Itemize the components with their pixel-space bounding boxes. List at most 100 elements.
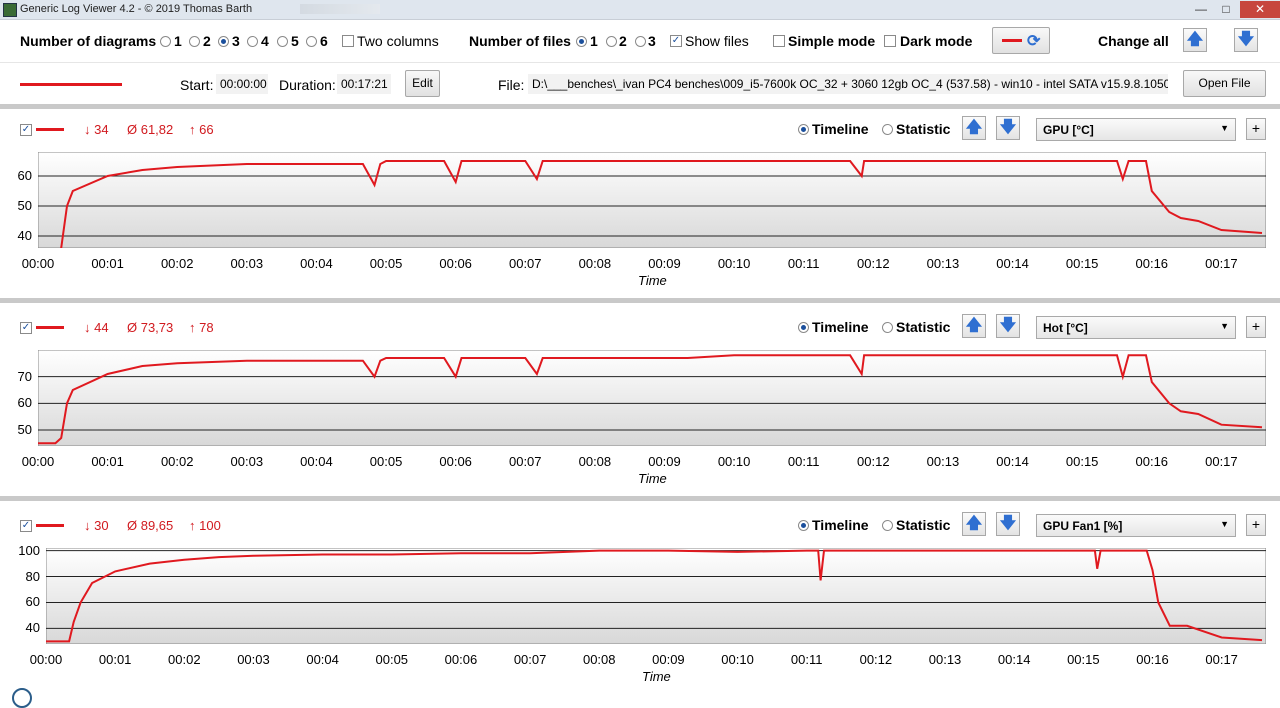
y-tick-label: 80 [25, 568, 40, 584]
move-down-button[interactable]: 🡇 [996, 512, 1020, 536]
line-chart[interactable] [38, 350, 1266, 446]
diagrams-radio-2[interactable] [189, 36, 200, 47]
files-radio-2[interactable] [606, 36, 617, 47]
x-tick-label: 00:13 [926, 454, 960, 469]
sensor-select[interactable]: GPU Fan1 [%] ▼ [1036, 514, 1236, 537]
add-sensor-button[interactable]: + [1246, 316, 1266, 338]
avg-value: Ø 73,73 [127, 320, 174, 335]
x-tick-label: 00:01 [91, 454, 124, 469]
statistic-radio[interactable] [882, 520, 893, 531]
diagrams-radio-1[interactable] [160, 36, 171, 47]
diagrams-option-1: 1 [174, 33, 182, 49]
series-color-swatch [36, 326, 64, 329]
x-tick-label: 00:12 [859, 652, 893, 667]
series-visible-checkbox[interactable]: ✓ [20, 322, 32, 334]
file-path-field[interactable]: D:\___benches\_ivan PC4 benches\009_i5-7… [528, 74, 1168, 94]
duration-field[interactable]: 00:17:21 [337, 74, 391, 94]
move-up-button[interactable]: 🡅 [962, 116, 986, 140]
minimize-button[interactable]: — [1195, 2, 1207, 16]
x-tick-label: 00:01 [91, 256, 124, 271]
show-files-checkbox[interactable]: ✓ [670, 35, 682, 47]
start-field[interactable]: 00:00:00 [216, 74, 268, 94]
two-columns-checkbox[interactable] [342, 35, 354, 47]
series-visible-checkbox[interactable]: ✓ [20, 520, 32, 532]
add-sensor-button[interactable]: + [1246, 118, 1266, 140]
x-tick-label: 00:04 [306, 652, 339, 667]
x-tick-label: 00:07 [508, 454, 542, 469]
move-down-button[interactable]: 🡇 [996, 116, 1020, 140]
chevron-down-icon: ▼ [1220, 123, 1229, 133]
blurred-tab [300, 4, 380, 14]
files-option-1: 1 [590, 33, 598, 49]
x-tick-label: 00:05 [369, 454, 403, 469]
x-tick-label: 00:16 [1135, 256, 1169, 271]
show-files-label: Show files [685, 33, 749, 49]
timeline-label: Timeline [812, 319, 869, 335]
line-chart[interactable] [46, 548, 1266, 644]
timeline-radio[interactable] [798, 520, 809, 531]
x-tick-label: 00:07 [513, 652, 547, 667]
x-axis-title: Time [642, 669, 671, 684]
change-all-label: Change all [1098, 33, 1169, 49]
simple-mode-label: Simple mode [788, 33, 876, 49]
x-tick-label: 00:07 [508, 256, 542, 271]
y-tick-label: 40 [25, 620, 40, 636]
simple-mode-checkbox[interactable] [773, 35, 785, 47]
diagram-panel-2: ✓ ↓ 44 Ø 73,73 ↑ 78 Timeline Statistic 🡅… [0, 308, 1280, 501]
maximize-button[interactable]: □ [1222, 2, 1230, 16]
y-tick-label: 100 [18, 542, 40, 558]
x-tick-label: 00:15 [1065, 256, 1099, 271]
x-tick-label: 00:05 [369, 256, 403, 271]
move-down-all-button[interactable]: 🡇 [1234, 28, 1258, 52]
files-option-3: 3 [648, 33, 656, 49]
files-radio-3[interactable] [635, 36, 646, 47]
series-visible-checkbox[interactable]: ✓ [20, 124, 32, 136]
num-diagrams-label: Number of diagrams [20, 33, 157, 49]
diagrams-radio-4[interactable] [247, 36, 258, 47]
x-tick-label: 00:00 [21, 454, 55, 469]
x-tick-label: 00:16 [1136, 652, 1169, 667]
move-up-button[interactable]: 🡅 [962, 314, 986, 338]
statistic-label: Statistic [896, 121, 951, 137]
diagrams-option-4: 4 [261, 33, 269, 49]
x-tick-label: 00:17 [1205, 256, 1238, 271]
add-sensor-button[interactable]: + [1246, 514, 1266, 536]
x-tick-label: 00:13 [926, 256, 960, 271]
files-radio-1[interactable] [576, 36, 587, 47]
diagrams-radio-5[interactable] [277, 36, 288, 47]
timeline-label: Timeline [812, 121, 869, 137]
diagrams-radio-6[interactable] [306, 36, 317, 47]
file-line-color [20, 83, 122, 86]
line-color-button[interactable]: ⟳ [992, 27, 1050, 54]
x-tick-label: 00:02 [168, 652, 201, 667]
sensor-select[interactable]: GPU [°C] ▼ [1036, 118, 1236, 141]
statistic-radio[interactable] [882, 124, 893, 135]
dark-mode-checkbox[interactable] [884, 35, 896, 47]
move-up-button[interactable]: 🡅 [962, 512, 986, 536]
x-tick-label: 00:09 [648, 256, 681, 271]
y-tick-label: 60 [17, 168, 32, 183]
sensor-select[interactable]: Hot [°C] ▼ [1036, 316, 1236, 339]
x-tick-label: 00:06 [439, 256, 472, 271]
x-tick-label: 00:08 [578, 454, 612, 469]
close-button[interactable]: ✕ [1240, 1, 1280, 18]
timeline-radio[interactable] [798, 322, 809, 333]
files-option-2: 2 [619, 33, 627, 49]
edit-button[interactable]: Edit [405, 70, 440, 97]
diagrams-radio-3[interactable] [218, 36, 229, 47]
timeline-radio[interactable] [798, 124, 809, 135]
x-tick-label: 00:14 [997, 652, 1031, 667]
x-tick-label: 00:13 [928, 652, 962, 667]
file-label: File: [498, 77, 525, 93]
move-down-button[interactable]: 🡇 [996, 314, 1020, 338]
diagrams-option-3: 3 [232, 33, 240, 49]
open-file-button[interactable]: Open File [1183, 70, 1266, 97]
statistic-label: Statistic [896, 517, 951, 533]
move-up-all-button[interactable]: 🡅 [1183, 28, 1207, 52]
diagrams-option-5: 5 [291, 33, 299, 49]
x-tick-label: 00:16 [1135, 454, 1169, 469]
x-tick-label: 00:02 [160, 256, 194, 271]
statistic-radio[interactable] [882, 322, 893, 333]
x-tick-label: 00:11 [787, 256, 820, 271]
line-chart[interactable] [38, 152, 1266, 248]
